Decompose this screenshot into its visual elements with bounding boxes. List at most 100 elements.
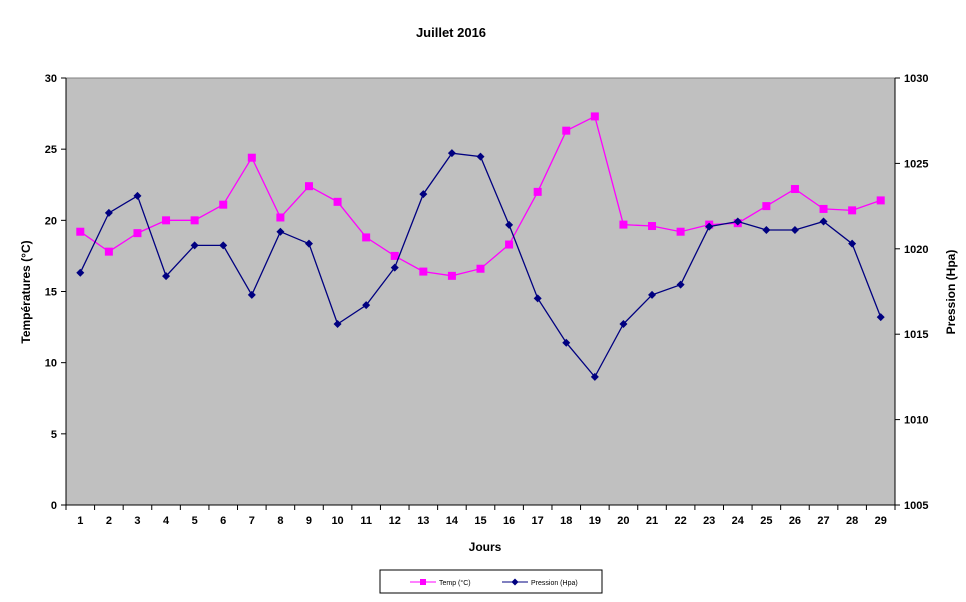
x-tick-label: 6 — [220, 515, 226, 527]
right-tick-label: 1020 — [904, 244, 928, 256]
temp-point — [790, 185, 799, 194]
pression-point — [419, 190, 428, 199]
pression-point — [362, 301, 371, 310]
pression-point — [190, 241, 199, 250]
x-tick-label: 29 — [875, 515, 887, 527]
series-temp — [76, 112, 885, 280]
left-tick-label: 30 — [45, 73, 57, 85]
pression-point — [819, 217, 828, 226]
temp-point — [76, 227, 85, 236]
pression-point — [762, 226, 771, 235]
temp-point — [648, 222, 657, 231]
right-tick-label: 1010 — [904, 415, 928, 427]
x-tick-label: 17 — [532, 515, 544, 527]
x-tick-label: 16 — [503, 515, 515, 527]
pression-point — [790, 226, 799, 235]
x-tick-label: 24 — [732, 515, 745, 527]
temp-point — [333, 197, 342, 206]
temp-point — [362, 233, 371, 242]
temp-point — [876, 196, 885, 205]
pression-point — [619, 319, 628, 328]
temp-point — [619, 220, 628, 229]
pression-point — [390, 263, 399, 272]
temp-point — [419, 267, 428, 276]
pression-point — [705, 222, 714, 231]
series-pression — [76, 149, 885, 381]
temp-point — [447, 271, 456, 280]
pression-point — [447, 149, 456, 158]
x-tick-label: 26 — [789, 515, 801, 527]
pression-point — [676, 280, 685, 289]
temp-point — [104, 247, 113, 256]
pression-point — [648, 290, 657, 299]
x-tick-label: 25 — [760, 515, 772, 527]
legend: Temp (°C) Pression (Hpa) — [379, 569, 603, 594]
pression-point — [876, 313, 885, 322]
left-tick-label: 15 — [45, 287, 57, 299]
y-axis-right-label: Pression (Hpa) — [944, 250, 958, 335]
x-tick-label: 4 — [163, 515, 170, 527]
legend-temp-label: Temp (°C) — [439, 579, 471, 587]
pression-point — [505, 220, 514, 229]
right-tick-label: 1015 — [904, 329, 928, 341]
pression-point — [162, 272, 171, 281]
series-layer — [76, 112, 885, 381]
temp-point — [819, 204, 828, 213]
x-tick-label: 3 — [134, 515, 140, 527]
pression-point — [562, 338, 571, 347]
temp-point — [505, 240, 514, 249]
x-tick-label: 7 — [249, 515, 255, 527]
right-tick-label: 1025 — [904, 158, 928, 170]
temp-point — [533, 187, 542, 196]
temp-point — [762, 202, 771, 211]
pression-point — [104, 208, 113, 217]
temp-point — [848, 206, 857, 215]
pression-point — [276, 227, 285, 236]
pression-point — [333, 319, 342, 328]
temp-point — [247, 153, 256, 162]
x-tick-label: 14 — [446, 515, 459, 527]
x-axis-label: Jours — [469, 540, 502, 554]
chart-title: Juillet 2016 — [416, 25, 486, 40]
legend-box — [379, 569, 603, 594]
legend-pression-label: Pression (Hpa) — [531, 580, 578, 587]
pression-point — [533, 294, 542, 303]
temp-point — [190, 216, 199, 225]
x-tick-label: 1 — [77, 515, 83, 527]
x-tick-label: 20 — [617, 515, 629, 527]
x-tick-label: 12 — [389, 515, 401, 527]
x-tick-label: 21 — [646, 515, 658, 527]
x-tick-label: 13 — [417, 515, 429, 527]
pression-point — [247, 290, 256, 299]
pression-point — [733, 217, 742, 226]
temp-point — [304, 182, 313, 191]
pression-point — [219, 241, 228, 250]
x-tick-label: 22 — [674, 515, 686, 527]
x-axis-ticks: 1 2 3 4 5 6 7 8 9 10 11 12 13 14 15 16 17 18 19 20 21 22 23 24 2… — [65, 505, 896, 527]
pression-point — [304, 239, 313, 248]
right-axis-ticks: 1005 1010 1015 1020 1025 1030 — [895, 73, 928, 512]
temp-point — [133, 229, 142, 238]
x-tick-label: 27 — [817, 515, 829, 527]
pression-point — [848, 239, 857, 248]
x-tick-label: 5 — [192, 515, 198, 527]
pression-point — [590, 372, 599, 381]
x-tick-label: 28 — [846, 515, 858, 527]
x-tick-label: 11 — [360, 515, 372, 527]
legend-temp-marker — [420, 579, 426, 585]
temp-point — [162, 216, 171, 225]
temp-point — [276, 213, 285, 222]
temp-point — [390, 251, 399, 260]
left-tick-label: 0 — [51, 500, 57, 512]
temp-point — [219, 200, 228, 209]
x-tick-label: 8 — [277, 515, 283, 527]
legend-pression-marker — [511, 578, 519, 586]
y-axis-left-label: Températures (°C) — [19, 240, 33, 343]
pression-point — [476, 152, 485, 161]
x-tick-label: 10 — [331, 515, 343, 527]
temp-point — [676, 227, 685, 236]
left-tick-label: 10 — [45, 358, 57, 370]
x-tick-label: 15 — [474, 515, 486, 527]
right-tick-label: 1030 — [904, 73, 928, 85]
